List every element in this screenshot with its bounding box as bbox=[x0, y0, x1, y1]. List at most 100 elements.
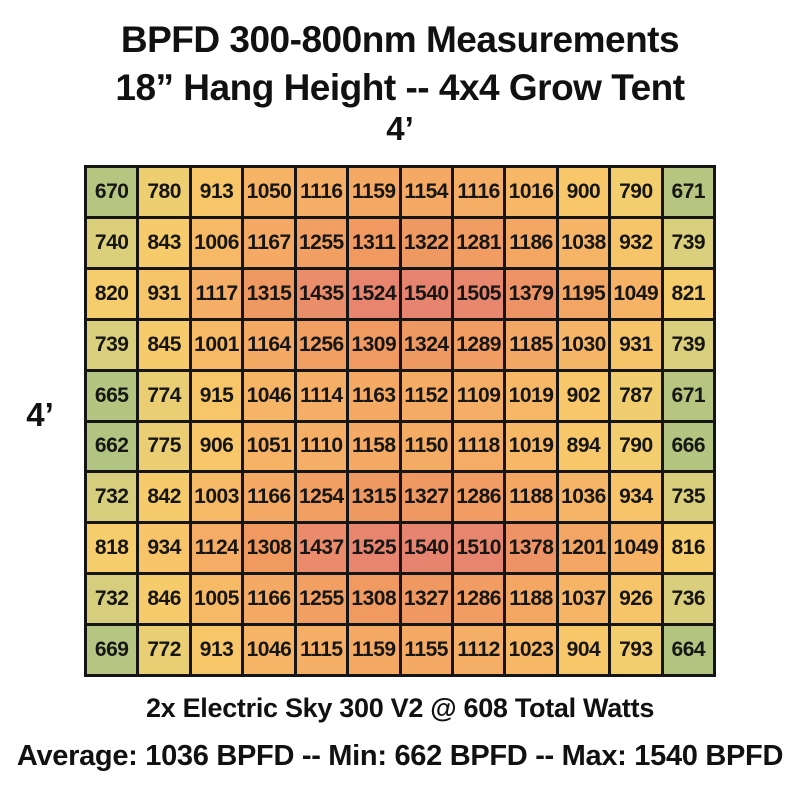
heatmap-cell: 1327 bbox=[401, 473, 451, 522]
heatmap-cell: 1166 bbox=[244, 575, 294, 624]
heatmap-cell: 1378 bbox=[506, 524, 556, 573]
heatmap-cell: 1118 bbox=[453, 422, 504, 471]
heatmap-cell: 1315 bbox=[349, 473, 399, 522]
heatmap-cell: 902 bbox=[558, 371, 609, 420]
heatmap-cell: 1117 bbox=[191, 269, 242, 318]
heatmap-cell: 736 bbox=[663, 575, 713, 624]
heatmap-cell: 671 bbox=[663, 168, 713, 216]
heatmap-cell: 1286 bbox=[453, 575, 504, 624]
heatmap-cell: 1255 bbox=[296, 575, 347, 624]
heatmap-cell: 1006 bbox=[191, 218, 242, 267]
heatmap-cell: 1163 bbox=[349, 371, 399, 420]
heatmap-cell: 1023 bbox=[506, 626, 556, 674]
heatmap-cell: 1188 bbox=[506, 575, 556, 624]
heatmap-cell: 665 bbox=[87, 371, 137, 420]
heatmap-cell: 1159 bbox=[349, 168, 399, 216]
heatmap-cell: 900 bbox=[558, 168, 609, 216]
heatmap-cell: 820 bbox=[87, 269, 137, 318]
heatmap-cell: 931 bbox=[139, 269, 189, 318]
heatmap-cell: 1038 bbox=[558, 218, 609, 267]
heatmap-cell: 904 bbox=[558, 626, 609, 674]
heatmap-cell: 818 bbox=[87, 524, 137, 573]
heatmap-cell: 1046 bbox=[244, 626, 294, 674]
heatmap-cell: 1435 bbox=[296, 269, 347, 318]
heatmap-cell: 1437 bbox=[296, 524, 347, 573]
heatmap-cell: 1164 bbox=[244, 320, 294, 369]
heatmap-cell: 1109 bbox=[453, 371, 504, 420]
heatmap-cell: 790 bbox=[611, 422, 661, 471]
heatmap-cell: 1124 bbox=[191, 524, 242, 573]
heatmap-cell: 1155 bbox=[401, 626, 451, 674]
heatmap-cell: 1255 bbox=[296, 218, 347, 267]
heatmap-cell: 1327 bbox=[401, 575, 451, 624]
heatmap-cell: 662 bbox=[87, 422, 137, 471]
heatmap-cell: 1019 bbox=[506, 371, 556, 420]
heatmap-grid: 670 780 913 1050 1116 1159 1154 1116 1016 900 790 6… bbox=[84, 165, 716, 677]
heatmap-cell: 666 bbox=[663, 422, 713, 471]
heatmap-cell: 1324 bbox=[401, 320, 451, 369]
heatmap-cell: 934 bbox=[139, 524, 189, 573]
heatmap-cell: 1049 bbox=[611, 269, 661, 318]
heatmap-cell: 1115 bbox=[296, 626, 347, 674]
heatmap-cell: 1005 bbox=[191, 575, 242, 624]
heatmap-cell: 775 bbox=[139, 422, 189, 471]
heatmap-cell: 774 bbox=[139, 371, 189, 420]
heatmap-cell: 793 bbox=[611, 626, 661, 674]
heatmap-cell: 1188 bbox=[506, 473, 556, 522]
heatmap-cell: 1281 bbox=[453, 218, 504, 267]
heatmap-cell: 1046 bbox=[244, 371, 294, 420]
heatmap-cell: 1311 bbox=[349, 218, 399, 267]
heatmap-cell: 934 bbox=[611, 473, 661, 522]
heatmap-cell: 1524 bbox=[349, 269, 399, 318]
heatmap-cell: 671 bbox=[663, 371, 713, 420]
heatmap-cell: 846 bbox=[139, 575, 189, 624]
heatmap-cell: 1308 bbox=[349, 575, 399, 624]
heatmap-cell: 1201 bbox=[558, 524, 609, 573]
heatmap-cell: 1540 bbox=[401, 269, 451, 318]
heatmap-cell: 732 bbox=[87, 575, 137, 624]
heatmap-cell: 1016 bbox=[506, 168, 556, 216]
fixture-caption: 2x Electric Sky 300 V2 @ 608 Total Watts bbox=[145, 693, 655, 723]
heatmap-cell: 845 bbox=[139, 320, 189, 369]
heatmap-cell: 1525 bbox=[349, 524, 399, 573]
heatmap-cell: 1186 bbox=[506, 218, 556, 267]
heatmap-cell: 1195 bbox=[558, 269, 609, 318]
heatmap-cell: 739 bbox=[663, 320, 713, 369]
heatmap-cell: 1116 bbox=[453, 168, 504, 216]
heatmap-cell: 1116 bbox=[296, 168, 347, 216]
heatmap-cell: 740 bbox=[87, 218, 137, 267]
heatmap-cell: 1037 bbox=[558, 575, 609, 624]
heatmap-cell: 913 bbox=[191, 626, 242, 674]
heatmap-cell: 664 bbox=[663, 626, 713, 674]
heatmap-cell: 1505 bbox=[453, 269, 504, 318]
heatmap-cell: 1286 bbox=[453, 473, 504, 522]
heatmap-cell: 1256 bbox=[296, 320, 347, 369]
heatmap-cell: 913 bbox=[191, 168, 242, 216]
top-axis-label: 4’ bbox=[386, 110, 414, 147]
heatmap-cell: 1036 bbox=[558, 473, 609, 522]
heatmap-cell: 772 bbox=[139, 626, 189, 674]
heatmap-cell: 1150 bbox=[401, 422, 451, 471]
heatmap-cell: 1019 bbox=[506, 422, 556, 471]
heatmap-cell: 1315 bbox=[244, 269, 294, 318]
chart-title: BPFD 300-800nm Measurements 18” Hang Hei… bbox=[0, 16, 800, 112]
heatmap-cell: 894 bbox=[558, 422, 609, 471]
heatmap-cell: 732 bbox=[87, 473, 137, 522]
heatmap-cell: 780 bbox=[139, 168, 189, 216]
heatmap-cell: 906 bbox=[191, 422, 242, 471]
heatmap-cell: 739 bbox=[663, 218, 713, 267]
heatmap-cell: 1540 bbox=[401, 524, 451, 573]
heatmap-cell: 1309 bbox=[349, 320, 399, 369]
heatmap-cell: 1159 bbox=[349, 626, 399, 674]
heatmap-cell: 669 bbox=[87, 626, 137, 674]
heatmap-cell: 1051 bbox=[244, 422, 294, 471]
heatmap-cell: 1379 bbox=[506, 269, 556, 318]
heatmap-cell: 816 bbox=[663, 524, 713, 573]
heatmap-cell: 931 bbox=[611, 320, 661, 369]
heatmap-cell: 1003 bbox=[191, 473, 242, 522]
heatmap-cell: 1114 bbox=[296, 371, 347, 420]
heatmap-cell: 1110 bbox=[296, 422, 347, 471]
heatmap-cell: 790 bbox=[611, 168, 661, 216]
heatmap-cell: 670 bbox=[87, 168, 137, 216]
